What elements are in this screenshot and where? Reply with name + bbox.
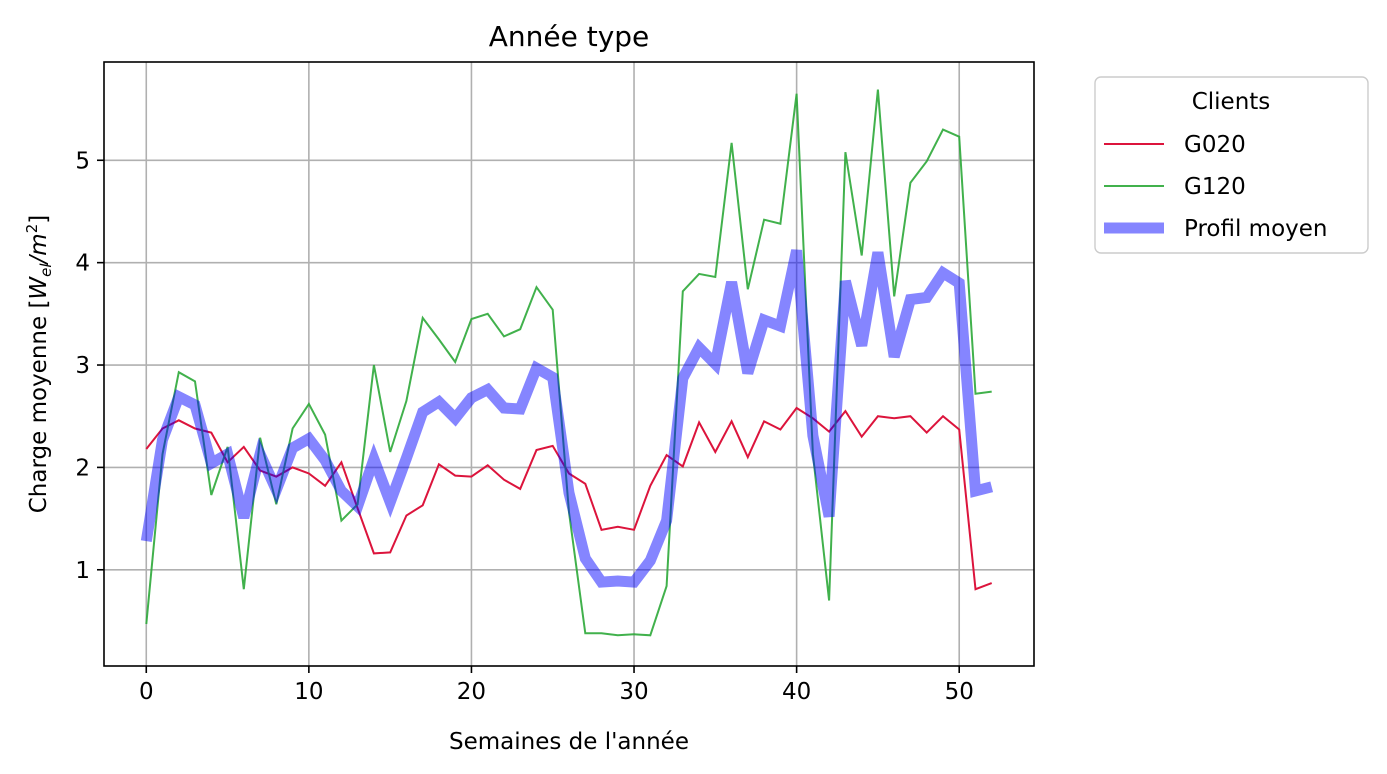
y-axis-label-end: ]	[26, 215, 52, 224]
series-line-g020	[145, 406, 993, 591]
y-tick-label: 2	[75, 455, 90, 481]
legend-title: Clients	[1192, 89, 1271, 115]
chart-title: Année type	[489, 20, 650, 53]
y-tick-label: 5	[75, 148, 90, 174]
legend-label-profil-moyen: Profil moyen	[1184, 216, 1328, 242]
x-tick-label: 10	[294, 679, 323, 705]
y-tick-label: 1	[75, 558, 90, 584]
y-axis-label-sup: 2	[23, 224, 41, 234]
x-tick-label: 50	[945, 679, 974, 705]
series-line-profil-moyen	[140, 249, 994, 588]
legend: Clients G020 G120 Profil moyen	[1094, 76, 1369, 254]
y-axis-label-var: W	[26, 276, 52, 300]
legend-label-g020: G020	[1184, 132, 1246, 158]
y-axis-label-main: Charge moyenne [	[26, 300, 52, 514]
x-axis-label: Semaines de l'année	[449, 729, 689, 755]
x-tick-label: 40	[782, 679, 811, 705]
y-axis-label-m: m	[26, 233, 52, 255]
legend-label-g120: G120	[1184, 174, 1246, 200]
x-tick-label: 0	[139, 679, 154, 705]
legend-entries: G020 G120 Profil moyen	[1104, 132, 1328, 242]
series-layer	[140, 89, 994, 637]
plot-frame	[103, 61, 1035, 667]
y-axis-label-sub: el	[37, 263, 55, 277]
x-tick-label: 30	[619, 679, 648, 705]
y-axis-label: Charge moyenne [Wel/m2]	[23, 215, 55, 514]
y-tick-label: 4	[75, 251, 90, 277]
grid	[104, 62, 1034, 666]
axis-ticks: 0 10 20 30 40 50 1 2 3 4 5	[75, 148, 973, 705]
x-tick-label: 20	[457, 679, 486, 705]
y-tick-label: 3	[75, 353, 90, 379]
series-line-g120	[145, 89, 992, 637]
legend-frame	[1094, 76, 1369, 254]
y-axis-label-slash: /	[26, 253, 52, 265]
